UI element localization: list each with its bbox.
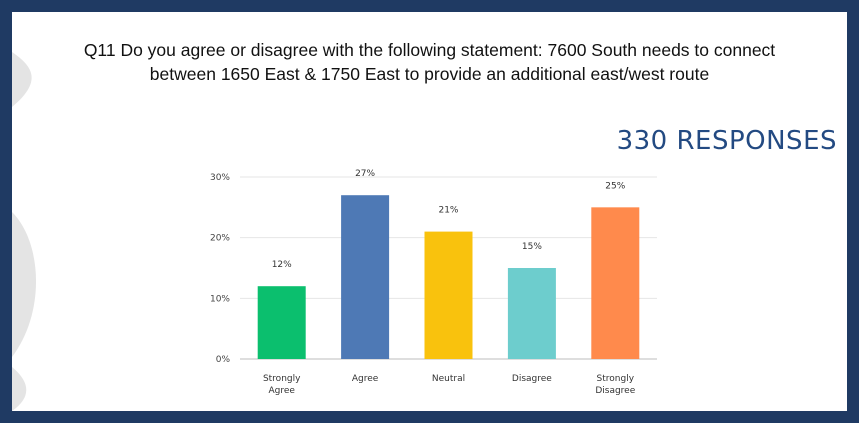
bar-neutral	[424, 231, 473, 359]
y-tick-label: 20%	[210, 234, 230, 244]
y-tick-label: 10%	[210, 294, 230, 304]
question-line-2: between 1650 East & 1750 East to provide…	[149, 64, 710, 84]
y-tick-label: 30%	[210, 173, 230, 183]
x-tick-label: Disagree	[512, 374, 552, 384]
bar-disagree	[507, 268, 556, 359]
data-label: 15%	[522, 242, 542, 252]
data-label: 12%	[272, 260, 292, 270]
x-tick-label: Agree	[352, 374, 379, 384]
slide: Q11 Do you agree or disagree with the fo…	[12, 12, 847, 411]
data-label: 25%	[605, 181, 625, 191]
decorative-swoosh	[12, 52, 37, 411]
x-tick-label: Strongly	[597, 374, 635, 384]
y-tick-label: 0%	[216, 355, 231, 365]
question-line-1: Q11 Do you agree or disagree with the fo…	[83, 40, 776, 60]
bar-agree	[341, 195, 390, 359]
data-label: 21%	[438, 206, 458, 216]
question-text: Q11 Do you agree or disagree with the fo…	[12, 38, 847, 86]
bar-chart: 0% 10% 20% 30% 12% Strongly Agree 27% Agree 21% Ne…	[210, 169, 657, 396]
data-label: 27%	[355, 169, 375, 179]
responses-count: 330 RESPONSES	[616, 126, 837, 156]
x-tick-label: Disagree	[595, 386, 635, 396]
x-tick-label: Agree	[268, 386, 295, 396]
x-tick-label: Strongly	[263, 374, 301, 384]
x-tick-label: Neutral	[432, 374, 465, 384]
bar-strongly-agree	[257, 286, 306, 359]
bar-strongly-disagree	[591, 207, 640, 359]
